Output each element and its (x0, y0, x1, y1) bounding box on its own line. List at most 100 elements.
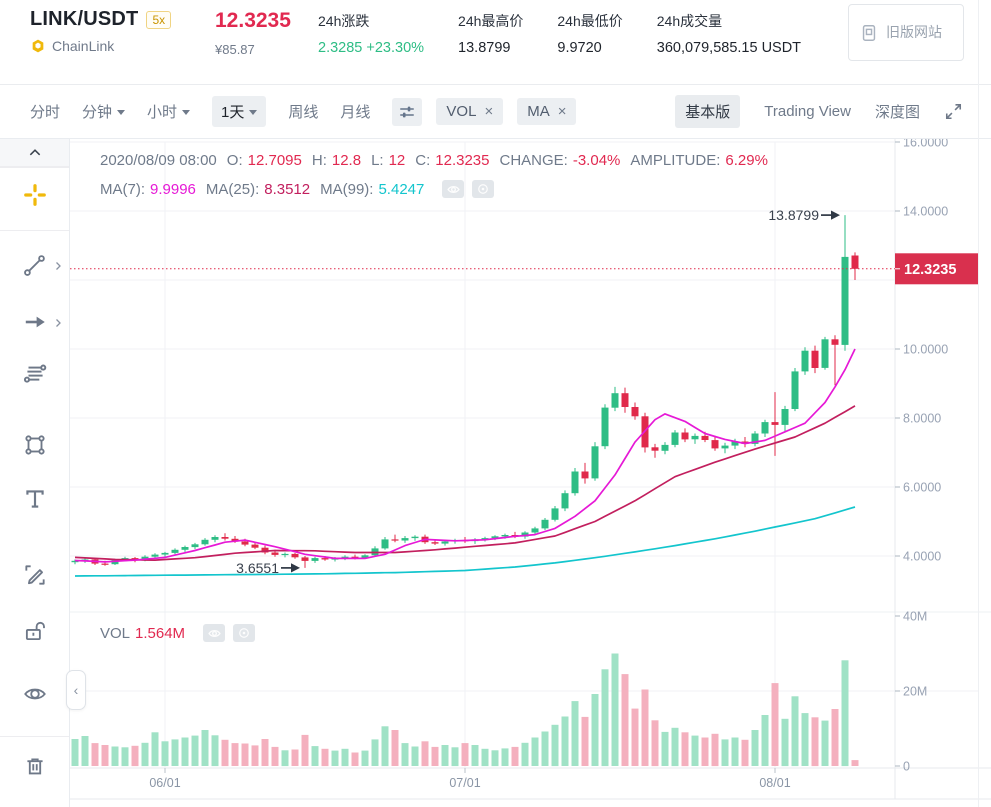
ma-visibility-toggle[interactable] (442, 180, 465, 198)
volume-bar (791, 696, 799, 767)
volume-bar (471, 745, 479, 766)
close-icon[interactable]: × (557, 103, 567, 120)
candlestick-chart[interactable]: 16.0000 14.0000 10.0000 8.0000 6.0000 4.0000 4… (0, 139, 991, 807)
volume-bar (571, 701, 579, 766)
volume-bar (391, 730, 399, 766)
volume-bar (271, 746, 279, 766)
volume-bar (201, 730, 209, 766)
interval-分时[interactable]: 分时 (30, 104, 61, 121)
fullscreen-icon (944, 102, 963, 121)
candle (711, 440, 719, 449)
ma7-line (74, 348, 856, 563)
vol-settings-button[interactable] (233, 624, 256, 642)
volume-bar (611, 653, 619, 766)
brush-icon (22, 562, 48, 588)
interval-小时[interactable]: 小时 (147, 101, 191, 122)
svg-text:3.6551: 3.6551 (236, 560, 279, 576)
candle (361, 555, 369, 558)
tool-parallel-lines[interactable] (22, 360, 48, 386)
tool-rectangle[interactable] (22, 432, 48, 458)
close-icon[interactable]: × (484, 103, 494, 120)
candle (71, 560, 79, 563)
stat-label: 24h最高价 (458, 13, 524, 29)
tool-trend-line-expander[interactable] (52, 259, 64, 271)
collapse-toolbar-button[interactable] (0, 139, 69, 167)
volume-bar (421, 741, 429, 767)
stat-value: 9.9720 (557, 40, 602, 56)
svg-text:6.0000: 6.0000 (903, 481, 941, 495)
candle (441, 541, 449, 544)
chevron-down-icon (182, 110, 191, 115)
indicator-settings-button[interactable] (392, 97, 423, 126)
volume-bar (121, 747, 129, 767)
candle (681, 432, 689, 440)
volume-axis[interactable]: 40M 20M 0 (895, 610, 927, 774)
fullscreen-button[interactable] (944, 102, 963, 121)
tab-depth[interactable]: 深度图 (874, 104, 920, 121)
svg-text:08/01: 08/01 (759, 776, 790, 790)
volume-bar (351, 752, 359, 766)
volume-bar (231, 743, 239, 766)
tool-hide-drawings[interactable] (22, 681, 48, 707)
volume-bar (511, 746, 519, 766)
tool-trend-line[interactable] (22, 252, 48, 278)
volume-bar (561, 716, 569, 766)
candle (721, 445, 729, 449)
volume-bar (131, 745, 139, 767)
tool-unlock[interactable] (22, 618, 48, 644)
interval-1天[interactable]: 1天 (212, 96, 267, 127)
candle (401, 538, 409, 541)
volume-bar (671, 727, 679, 767)
candle (391, 539, 399, 541)
unlock-icon (22, 618, 48, 644)
tool-brush[interactable] (22, 562, 48, 588)
volume-bar (741, 739, 749, 767)
interval-月线[interactable]: 月线 (340, 104, 371, 121)
vol-visibility-toggle[interactable] (203, 624, 226, 642)
tool-arrow[interactable] (22, 309, 48, 335)
tool-arrow-expander[interactable] (52, 316, 64, 328)
candle (171, 549, 179, 553)
tool-text[interactable] (22, 486, 48, 512)
price-axis[interactable]: 16.0000 14.0000 10.0000 8.0000 6.0000 4.0000 (895, 139, 948, 564)
interval-周线[interactable]: 周线 (288, 104, 319, 121)
volume-bar (491, 750, 499, 767)
pair-block: LINK/USDT 5x ChainLink (30, 8, 172, 54)
legacy-site-button[interactable]: 旧版网站 (848, 4, 964, 61)
tab-tradingview[interactable]: Trading View (764, 103, 851, 120)
legacy-site-label: 旧版网站 (886, 24, 942, 40)
indicator-chip-group: VOL × MA × (436, 98, 590, 125)
volume-bar (111, 746, 119, 766)
chevron-down-icon (117, 110, 126, 115)
tool-crosshair[interactable] (22, 182, 48, 208)
leverage-badge[interactable]: 5x (146, 10, 172, 29)
interval-分钟[interactable]: 分钟 (82, 101, 126, 122)
volume-bar (811, 717, 819, 767)
indicator-chip-vol[interactable]: VOL × (436, 98, 504, 125)
candle (431, 542, 439, 544)
tab-basic[interactable]: 基本版 (675, 95, 741, 128)
candle (591, 446, 599, 479)
axis-frame (0, 139, 991, 800)
candle (161, 552, 169, 555)
candle (381, 539, 389, 549)
candle (151, 554, 159, 557)
volume-bar (621, 674, 629, 766)
candle (241, 541, 249, 545)
stat-label: 24h成交量 (656, 13, 723, 29)
time-axis[interactable]: 06/01 07/01 08/01 (149, 768, 791, 790)
sidebar-collapse-handle[interactable]: ‹ (66, 670, 86, 710)
volume-bar (261, 739, 269, 766)
tool-delete-drawings[interactable] (22, 752, 48, 778)
volume-bar (241, 743, 249, 766)
gridlines (70, 141, 978, 768)
ma-settings-button[interactable] (472, 180, 495, 198)
svg-text:14.0000: 14.0000 (903, 205, 948, 219)
candle (231, 538, 239, 542)
volume-bar (181, 737, 189, 766)
volume-bar (751, 730, 759, 766)
crosshair-icon (22, 182, 48, 208)
indicator-chip-ma[interactable]: MA × (517, 98, 577, 125)
volume-bar (731, 737, 739, 766)
volume-bar (771, 683, 779, 766)
